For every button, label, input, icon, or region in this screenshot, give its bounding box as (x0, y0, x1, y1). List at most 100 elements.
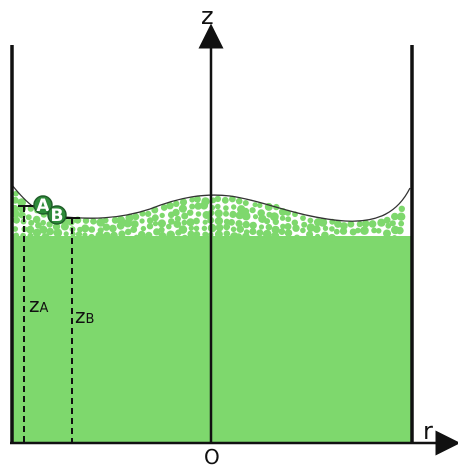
foam-bubble (214, 195, 222, 203)
foam-bubble (46, 227, 54, 236)
foam-bubble (181, 234, 189, 242)
foam-bubble (145, 210, 152, 217)
foam-bubble (230, 226, 237, 233)
foam-bubble (285, 216, 292, 223)
foam-bubble (315, 233, 321, 239)
foam-bubble (146, 217, 154, 224)
foam-bubble (130, 220, 139, 229)
foam-bubble (272, 218, 279, 225)
foam-bubble (215, 203, 221, 210)
foam-bubble (223, 205, 229, 211)
foam-bubble (383, 216, 391, 224)
foam-bubble (88, 226, 96, 233)
foam-bubble (189, 197, 195, 203)
foam-bubble (63, 231, 69, 237)
foam-bubble (178, 225, 188, 234)
foam-bubble (32, 228, 42, 237)
foam-bubble (130, 226, 138, 234)
foam-bubble (214, 209, 223, 218)
foam-bubble (189, 203, 196, 210)
foam-bubble (41, 233, 50, 242)
foam-bubble (235, 220, 243, 228)
foam-bubble (40, 219, 46, 226)
foam-bubble (152, 220, 159, 227)
foam-bubble (187, 230, 195, 238)
foam-bubble (339, 227, 348, 235)
foam-bubble (173, 220, 182, 229)
foam-bubble (235, 211, 244, 220)
foam-bubble (193, 231, 201, 238)
foam-bubble (262, 229, 272, 239)
foam-bubble (292, 224, 300, 232)
foam-bubble (252, 214, 259, 220)
foam-bubble (168, 218, 175, 225)
foam-bubble (116, 221, 125, 230)
foam-bubble (235, 197, 243, 205)
foam-bubble (221, 196, 229, 204)
foam-bubble (193, 225, 200, 232)
foam-bubble (157, 219, 166, 228)
foam-bubble (103, 231, 111, 239)
foam-bubble (377, 218, 386, 227)
foam-bubble (258, 224, 265, 230)
foam-bubble (39, 225, 48, 234)
foam-bubble (26, 225, 35, 234)
foam-bubble (318, 218, 328, 227)
foam-bubble (362, 220, 370, 228)
foam-bubble (322, 225, 329, 231)
foam-bubble (385, 222, 392, 229)
foam-bubble (328, 233, 336, 242)
foam-bubble (284, 229, 293, 237)
foam-bubble (252, 202, 258, 208)
foam-bubble (271, 225, 280, 234)
foam-bubble (158, 226, 165, 233)
foam-bubble (186, 218, 195, 227)
foam-bubble (187, 209, 194, 216)
point-a-marker (33, 195, 53, 215)
foam-bubble (179, 198, 188, 206)
foam-bubble (371, 227, 377, 234)
foam-bubble (278, 228, 286, 235)
foam-bubble (333, 228, 340, 235)
foam-bubble (188, 225, 194, 231)
foam-bubble (90, 218, 97, 225)
foam-bubble (389, 220, 396, 227)
foam-bubble (280, 223, 286, 230)
foam-bubble (53, 228, 63, 238)
foam-bubble (321, 231, 329, 240)
foam-bubble (242, 200, 249, 206)
foam-bubble (35, 222, 42, 229)
foam-bubble (360, 226, 369, 235)
foam-bubble (301, 221, 308, 228)
foam-bubble (166, 223, 172, 230)
foam-bubble (199, 201, 209, 210)
foam-bubble (146, 223, 154, 230)
foam-bubble (214, 230, 223, 239)
foam-bubble (223, 210, 229, 217)
height-label-a-sub: A (40, 301, 49, 316)
foam-bubble (355, 227, 361, 234)
foam-bubble (375, 228, 382, 234)
foam-bubble (166, 202, 174, 210)
foam-bubble (257, 202, 263, 209)
foam-bubble (82, 217, 90, 224)
foam-bubble (181, 219, 188, 226)
foam-bubble (242, 232, 250, 241)
foam-bubble (398, 220, 405, 227)
foam-bubble (28, 219, 35, 226)
foam-bubble (291, 219, 298, 226)
foam-bubble (397, 212, 406, 221)
foam-bubble (284, 223, 292, 230)
foam-bubble (242, 220, 250, 229)
foam-bubble (139, 218, 145, 224)
foam-bubble (201, 225, 208, 231)
foam-bubble (151, 214, 159, 222)
foam-bubble (181, 212, 189, 220)
foam-bubble (229, 210, 237, 218)
foam-bubble (391, 235, 398, 241)
foam-bubble (75, 231, 83, 238)
foam-bubble (271, 231, 280, 241)
foam-bubble (347, 220, 355, 228)
